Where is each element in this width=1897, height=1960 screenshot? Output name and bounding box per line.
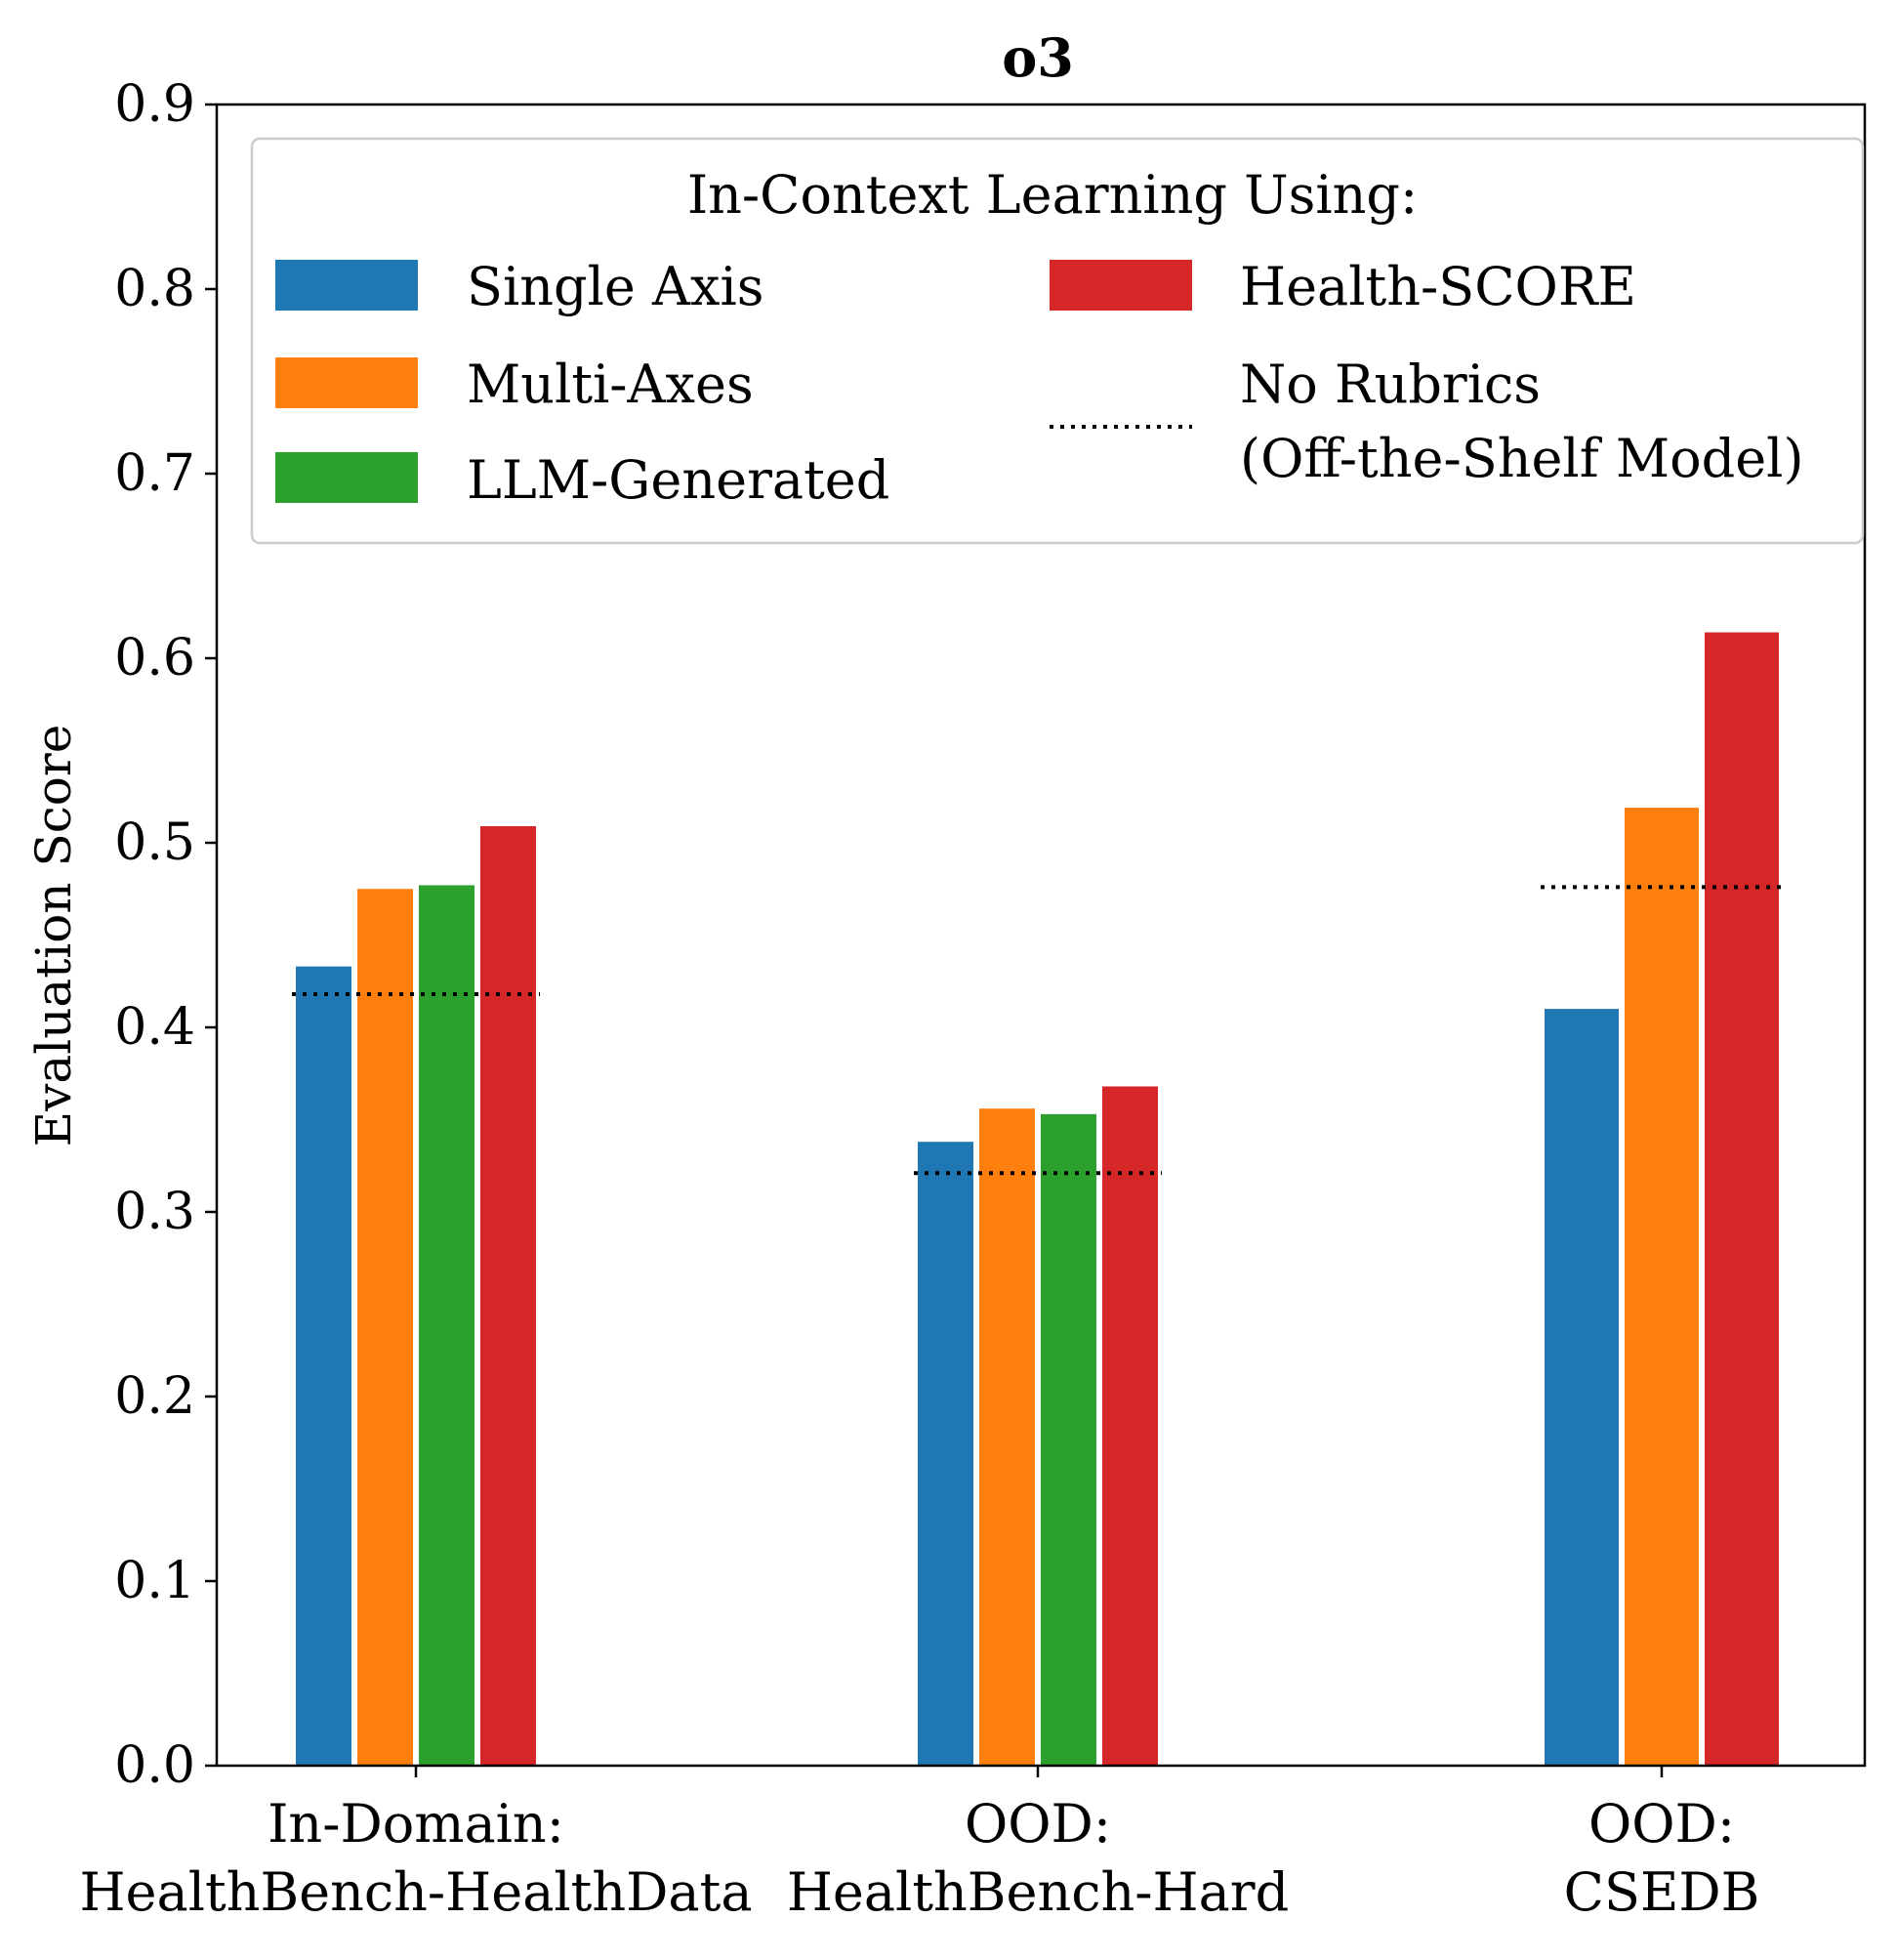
legend-swatch-single-axis xyxy=(275,260,418,311)
legend-frame xyxy=(250,137,1865,545)
x-tick-label-line2: HealthBench-HealthData xyxy=(79,1861,752,1923)
bar-llm-generated-2 xyxy=(1041,1113,1096,1766)
x-tick-label-line1: OOD: xyxy=(1588,1793,1735,1855)
legend-label-health-score: Health-SCORE xyxy=(1240,256,1636,317)
bar-single-axis-3 xyxy=(1545,1009,1619,1766)
bar-health-score-1 xyxy=(480,825,536,1766)
bar-multi-axes-2 xyxy=(979,1108,1035,1766)
legend-swatch-multi-axes xyxy=(275,357,418,408)
y-tick-label: 0.1 xyxy=(114,1552,195,1610)
legend-label-no-rubrics-line2: (Off-the-Shelf Model) xyxy=(1240,428,1804,489)
legend-swatch-health-score xyxy=(1050,260,1192,311)
legend-label-no-rubrics-line1: No Rubrics xyxy=(1240,354,1541,415)
x-tick-label-line1: OOD: xyxy=(965,1793,1111,1855)
y-tick-label: 0.7 xyxy=(114,444,195,503)
bar-single-axis-2 xyxy=(918,1142,973,1766)
legend-swatch-llm-generated xyxy=(275,452,418,503)
bar-health-score-3 xyxy=(1705,632,1779,1766)
y-tick-label: 0.0 xyxy=(114,1736,195,1795)
legend: In-Context Learning Using: Single Axis M… xyxy=(250,137,1865,545)
legend-label-llm-generated: LLM-Generated xyxy=(467,449,889,511)
y-tick-label: 0.6 xyxy=(114,629,195,688)
bar-single-axis-1 xyxy=(296,966,351,1766)
x-tick-label-line2: CSEDB xyxy=(1564,1861,1760,1923)
x-tick-label-line1: In-Domain: xyxy=(268,1793,564,1855)
y-tick-label: 0.8 xyxy=(114,260,195,318)
x-tick-label-line2: HealthBench-Hard xyxy=(787,1861,1289,1923)
y-tick-label: 0.4 xyxy=(114,998,195,1057)
bar-health-score-2 xyxy=(1102,1086,1158,1766)
chart-title: o3 xyxy=(1002,26,1074,89)
legend-title: In-Context Learning Using: xyxy=(687,164,1418,226)
y-tick-label: 0.9 xyxy=(114,75,195,134)
legend-label-single-axis: Single Axis xyxy=(467,256,763,317)
bar-llm-generated-1 xyxy=(419,885,474,1766)
y-tick-label: 0.3 xyxy=(114,1183,195,1241)
y-axis-label: Evaluation Score xyxy=(25,725,82,1147)
legend-label-multi-axes: Multi-Axes xyxy=(467,354,754,415)
plot-frame xyxy=(215,103,1867,1768)
bar-multi-axes-3 xyxy=(1625,808,1699,1766)
bar-multi-axes-1 xyxy=(357,889,413,1766)
y-tick-label: 0.2 xyxy=(114,1367,195,1426)
y-tick-label: 0.5 xyxy=(114,813,195,872)
